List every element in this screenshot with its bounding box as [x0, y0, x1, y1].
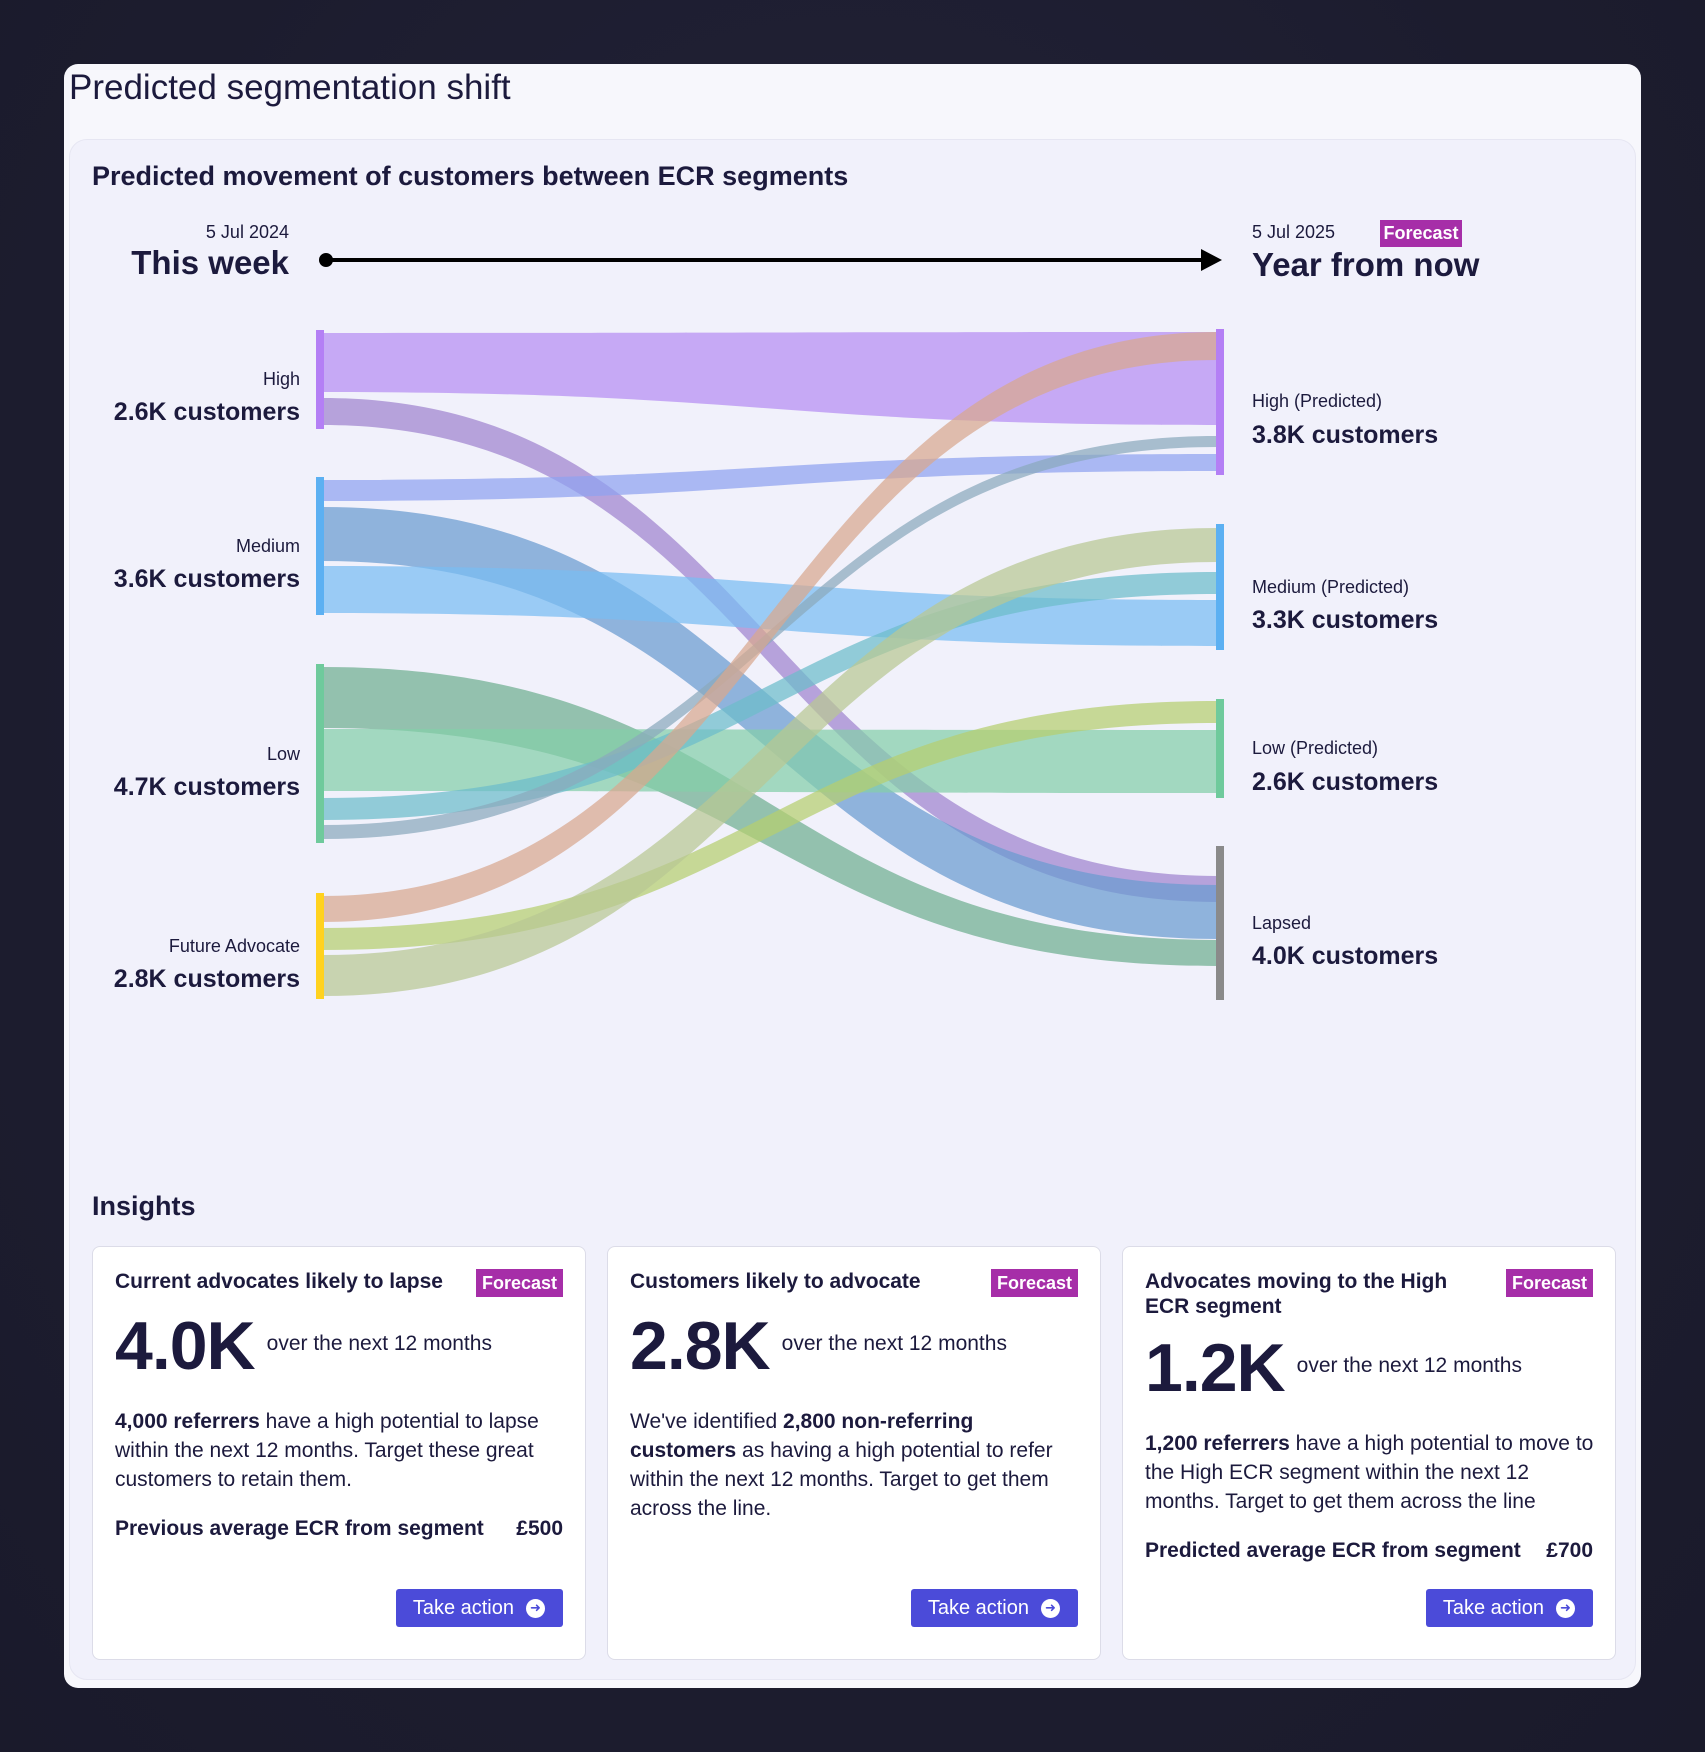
target-value-lapsed: 4.0K customers [1252, 942, 1438, 970]
timeline-arrowhead [1201, 249, 1222, 271]
source-label-high: High [263, 369, 300, 389]
end-forecast-badge: Forecast [1383, 223, 1458, 243]
insight-card-high-ecr: Advocates moving to the High ECR segment… [1122, 1246, 1616, 1660]
insight-value: 2.8K [630, 1308, 771, 1384]
insight-text: as having a high potential to refer with… [630, 1439, 1053, 1520]
insight-card-title: Current advocates likely to lapse [115, 1270, 443, 1293]
insight-metric: 2.8K over the next 12 months [630, 1307, 1007, 1385]
target-value-high: 3.8K customers [1252, 421, 1438, 449]
insight-card-title: Advocates moving to the High ECR segment [1145, 1270, 1448, 1318]
insight-highlight: 2,800 non-referring customers [630, 1410, 974, 1462]
target-node-low [1216, 699, 1224, 798]
insight-stat: Previous average ECR from segment £500 [115, 1517, 563, 1541]
forecast-badge: Forecast [990, 1269, 1078, 1297]
flow-high-to-lapsed [323, 398, 1217, 902]
take-action-button[interactable]: Take action ➜ [395, 1589, 563, 1627]
page-title: Predicted segmentation shift [69, 68, 511, 107]
target-node-medium [1216, 524, 1224, 650]
arrow-right-circle-icon: ➜ [1556, 1598, 1575, 1618]
take-action-label: Take action [927, 1596, 1029, 1619]
start-label: This week [131, 244, 289, 281]
target-value-medium: 3.3K customers [1252, 606, 1438, 634]
forecast-badge: Forecast [475, 1269, 563, 1297]
insight-highlight: 1,200 referrers [1145, 1432, 1290, 1455]
stat-value: £500 [516, 1517, 563, 1540]
take-action-button[interactable]: Take action ➜ [910, 1589, 1078, 1627]
insight-metric: 1.2K over the next 12 months [1145, 1329, 1522, 1407]
end-label: Year from now [1252, 246, 1480, 283]
source-value-high: 2.6K customers [114, 398, 300, 426]
sankey-flows [323, 332, 1217, 996]
source-value-future: 2.8K customers [114, 965, 300, 993]
take-action-label: Take action [412, 1596, 514, 1619]
end-date: 5 Jul 2025 [1252, 222, 1335, 242]
segmentation-panel: Predicted movement of customers between … [69, 139, 1636, 1680]
insight-highlight: 4,000 referrers [115, 1410, 260, 1433]
flow-future-to-low [323, 701, 1217, 950]
source-label-medium: Medium [236, 536, 300, 556]
flow-medium-to-lapsed [323, 507, 1217, 939]
flow-future-to-medium [323, 528, 1217, 996]
target-label-lapsed: Lapsed [1252, 913, 1311, 933]
insight-card-advocate: Customers likely to advocate Forecast 2.… [607, 1246, 1101, 1660]
insight-card-lapse: Current advocates likely to lapse Foreca… [92, 1246, 586, 1660]
source-value-medium: 3.6K customers [114, 565, 300, 593]
target-label-low: Low (Predicted) [1252, 738, 1378, 758]
insight-period: over the next 12 months [266, 1332, 492, 1355]
insight-card-title: Customers likely to advocate [630, 1270, 921, 1293]
insight-text: have a high potential to move to the Hig… [1145, 1432, 1594, 1513]
flow-medium-to-medium [323, 566, 1217, 646]
source-label-future: Future Advocate [169, 936, 300, 956]
insight-period: over the next 12 months [781, 1332, 1007, 1355]
arrow-right-circle-icon: ➜ [526, 1598, 545, 1618]
flow-medium-to-high [323, 454, 1217, 501]
insight-description: 1,200 referrers have a high potential to… [1145, 1429, 1595, 1516]
flow-future-to-high [323, 332, 1217, 922]
segmentation-window: Predicted segmentation shift Predicted m… [64, 64, 1641, 1688]
insight-description: We've identified 2,800 non-referring cus… [630, 1407, 1080, 1523]
target-node-lapsed [1216, 846, 1224, 1000]
source-node-future [316, 893, 324, 999]
start-date: 5 Jul 2024 [206, 222, 289, 242]
target-node-high [1216, 329, 1224, 475]
source-node-low [316, 664, 324, 843]
source-value-low: 4.7K customers [114, 773, 300, 801]
insight-value: 1.2K [1145, 1330, 1286, 1406]
insight-text-pre: We've identified [630, 1410, 784, 1433]
insight-value: 4.0K [115, 1308, 256, 1384]
stat-label: Predicted average ECR from segment [1145, 1539, 1521, 1562]
take-action-button[interactable]: Take action ➜ [1425, 1589, 1593, 1627]
insight-description: 4,000 referrers have a high potential to… [115, 1407, 565, 1494]
end-forecast-badge-bg [1380, 220, 1462, 247]
source-node-high [316, 330, 324, 429]
source-label-low: Low [267, 744, 301, 764]
insights-title: Insights [92, 1191, 196, 1221]
arrow-right-circle-icon: ➜ [1041, 1598, 1060, 1618]
target-label-medium: Medium (Predicted) [1252, 577, 1409, 597]
take-action-label: Take action [1442, 1596, 1544, 1619]
diagram-title: Predicted movement of customers between … [92, 161, 849, 191]
target-label-high: High (Predicted) [1252, 391, 1382, 411]
target-value-low: 2.6K customers [1252, 768, 1438, 796]
forecast-badge: Forecast [1505, 1269, 1593, 1297]
source-node-medium [316, 477, 324, 615]
stat-value: £700 [1546, 1539, 1593, 1562]
insight-stat: Predicted average ECR from segment £700 [1145, 1539, 1593, 1563]
insight-metric: 4.0K over the next 12 months [115, 1307, 492, 1385]
sankey-nodes [316, 329, 1224, 1000]
insight-period: over the next 12 months [1296, 1354, 1522, 1377]
insight-text: have a high potential to lapse within th… [115, 1410, 539, 1491]
flow-low-to-medium [323, 572, 1217, 820]
stat-label: Previous average ECR from segment [115, 1517, 484, 1540]
sankey-diagram: 5 Jul 2024 This week 5 Jul 2025 Forecast… [114, 220, 1480, 1000]
